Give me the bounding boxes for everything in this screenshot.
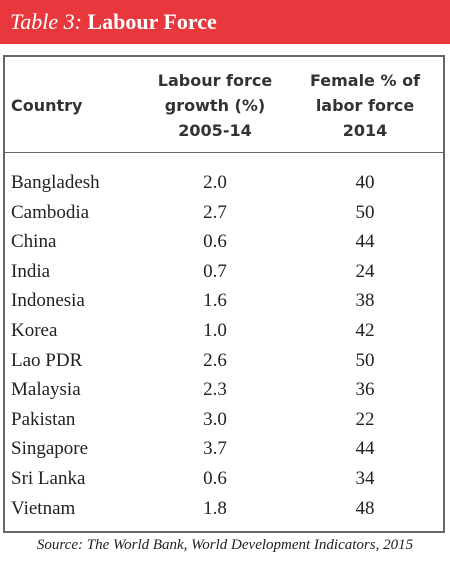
country-cell: China [11,231,57,253]
value-cell: 22 [355,408,375,430]
country-cell: Cambodia [11,201,90,223]
header-cell: 2014 [342,120,388,140]
value-cell: 2.7 [203,201,227,223]
country-cell: Malaysia [11,379,81,401]
country-cell: Pakistan [11,408,76,430]
value-cell: 2.0 [203,172,227,193]
source-note: Source: The World Bank, World Developmen… [36,537,414,553]
value-cell: 24 [355,260,375,282]
value-cell: 44 [355,438,375,460]
value-cell: 36 [355,379,375,401]
value-cell: 50 [355,349,375,371]
title-bar: Table 3: Labour Force [0,0,450,44]
country-cell: Vietnam [11,497,76,519]
value-cell: 48 [355,497,375,519]
value-cell: 0.6 [203,468,227,489]
value-cell: 3.7 [203,438,227,460]
value-cell: 1.8 [203,497,227,519]
country-cell: Singapore [11,438,89,460]
value-cell: 2.6 [203,349,227,371]
header-cell: labor force [315,95,415,115]
title-text: Labour Force [87,9,217,34]
country-cell: Korea [11,320,58,341]
table: Country Labour force growth (%) 2005-14 Fema… [3,55,445,533]
value-cell: 3.0 [203,408,227,430]
header-cell: Labour force [157,70,273,90]
value-cell: 50 [355,201,375,223]
value-cell: 2.3 [203,379,227,401]
header-cell: 2005-14 [178,120,252,140]
value-cell: 44 [355,231,375,253]
country-cell: India [11,260,51,282]
country-cell: Sri Lanka [11,468,86,489]
country-cell: Bangladesh [11,172,100,193]
header-cell: Country [11,95,83,115]
country-cell: Indonesia [11,290,85,312]
header-rule [5,152,443,153]
title-label: Table 3: [10,9,82,34]
value-cell: 1.0 [203,320,227,341]
value-cell: 0.7 [203,260,227,282]
value-cell: 42 [355,320,375,341]
value-cell: 38 [355,290,375,312]
country-cell: Lao PDR [11,349,83,371]
value-cell: 40 [355,172,375,193]
value-cell: 1.6 [203,290,227,312]
value-cell: 34 [355,468,375,489]
header-cell: growth (%) [164,95,266,115]
header-cell: Female % of [309,70,421,90]
value-cell: 0.6 [203,231,227,253]
